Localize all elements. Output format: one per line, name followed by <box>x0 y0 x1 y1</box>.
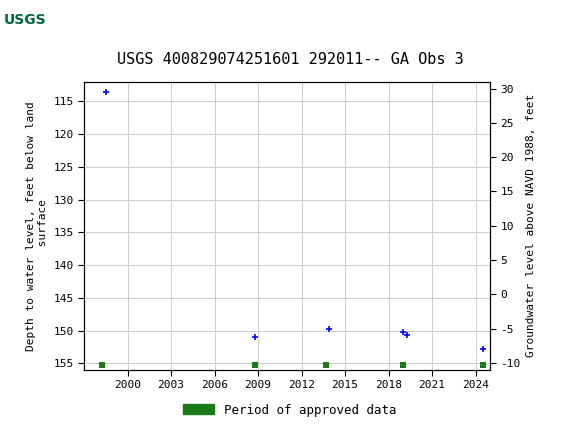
Text: ≡USGS: ≡USGS <box>3 13 63 28</box>
Y-axis label: Groundwater level above NAVD 1988, feet: Groundwater level above NAVD 1988, feet <box>526 94 537 357</box>
FancyBboxPatch shape <box>2 2 63 39</box>
Y-axis label: Depth to water level, feet below land
 surface: Depth to water level, feet below land su… <box>26 101 48 350</box>
Legend: Period of approved data: Period of approved data <box>178 399 402 421</box>
FancyBboxPatch shape <box>3 3 78 37</box>
Text: USGS 400829074251601 292011-- GA Obs 3: USGS 400829074251601 292011-- GA Obs 3 <box>117 52 463 67</box>
Text: USGS: USGS <box>3 13 46 28</box>
